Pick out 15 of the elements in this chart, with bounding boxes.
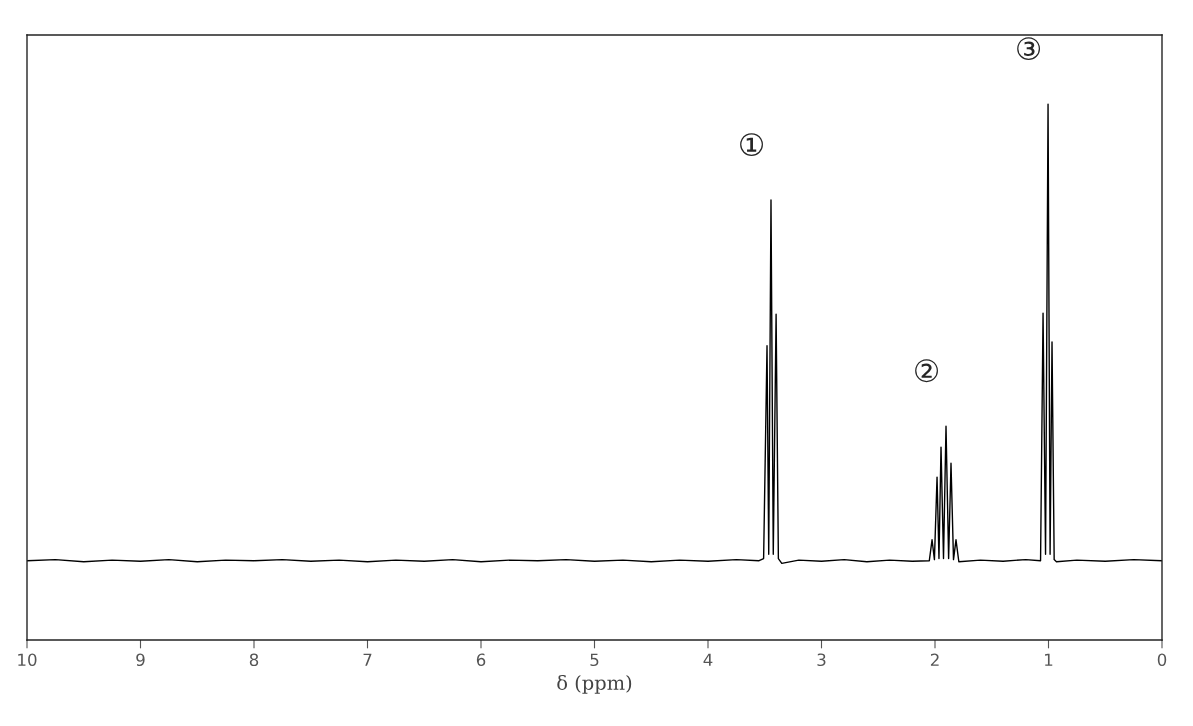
x-axis-title: δ (ppm) bbox=[557, 674, 632, 694]
annotation: ① bbox=[740, 133, 763, 156]
x-tick-label: 2 bbox=[930, 653, 939, 666]
x-tick-label: 10 bbox=[18, 653, 37, 667]
x-tick-label: 5 bbox=[590, 653, 599, 667]
x-tick-label: 1 bbox=[1045, 653, 1053, 666]
x-tick-label: 4 bbox=[703, 653, 713, 666]
x-tick-label: 3 bbox=[817, 653, 826, 667]
x-tick-label: 9 bbox=[136, 653, 145, 667]
x-tick-label: 0 bbox=[1157, 653, 1167, 667]
annotation: ③ bbox=[1017, 37, 1041, 61]
x-tick-label: 8 bbox=[249, 653, 259, 667]
annotation: ② bbox=[915, 359, 938, 383]
x-tick-label: 7 bbox=[363, 653, 372, 666]
x-tick-label: 6 bbox=[476, 653, 486, 667]
